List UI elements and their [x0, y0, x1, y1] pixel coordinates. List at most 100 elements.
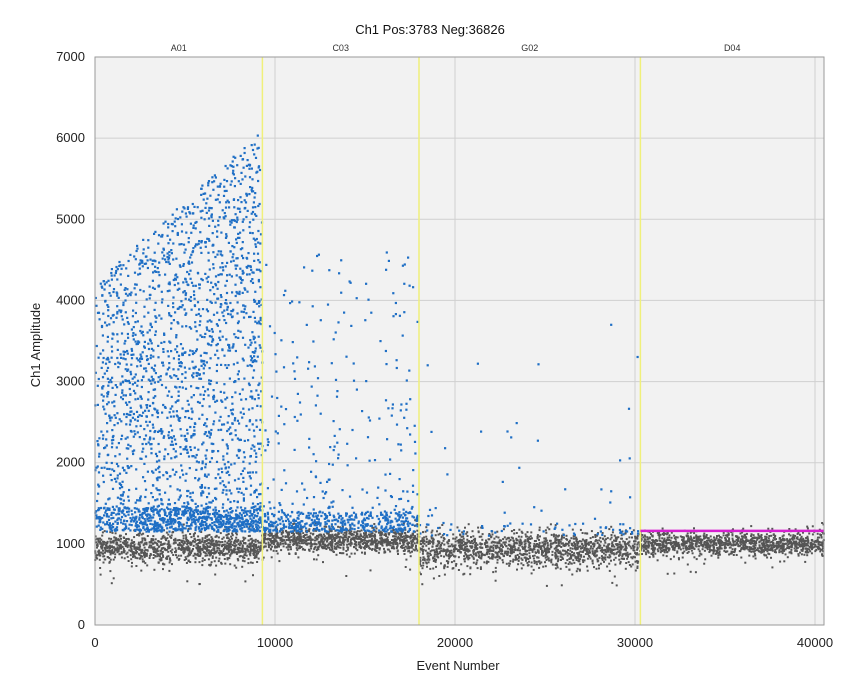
- positive-droplet-point: [198, 308, 201, 311]
- negative-droplet-point: [332, 550, 335, 553]
- negative-droplet-point: [360, 537, 363, 540]
- negative-droplet-point: [223, 547, 226, 550]
- negative-droplet-point: [530, 531, 533, 534]
- negative-droplet-point: [477, 526, 480, 529]
- negative-droplet-point: [296, 542, 299, 545]
- negative-droplet-point: [397, 532, 400, 535]
- negative-droplet-point: [479, 543, 482, 545]
- negative-droplet-point: [187, 545, 190, 548]
- negative-droplet-point: [650, 553, 653, 555]
- negative-droplet-point: [212, 542, 215, 545]
- negative-droplet-point: [800, 535, 803, 538]
- negative-droplet-point: [254, 540, 257, 543]
- negative-droplet-point: [146, 564, 149, 567]
- negative-droplet-point: [631, 557, 634, 560]
- negative-droplet-point: [463, 547, 466, 550]
- negative-droplet-point: [587, 551, 590, 554]
- negative-droplet-point: [206, 535, 209, 538]
- negative-droplet-point: [293, 533, 295, 536]
- negative-droplet-point: [471, 540, 473, 542]
- negative-droplet-point: [674, 541, 677, 544]
- negative-droplet-point: [648, 531, 651, 534]
- negative-droplet-point: [144, 551, 146, 554]
- negative-droplet-point: [273, 537, 276, 540]
- positive-droplet-point: [169, 407, 172, 410]
- negative-droplet-point: [754, 554, 757, 557]
- positive-droplet-point: [237, 370, 240, 373]
- negative-droplet-point: [666, 536, 669, 539]
- negative-droplet-point: [732, 540, 735, 543]
- positive-droplet-point: [209, 289, 212, 292]
- negative-droplet-point: [578, 551, 581, 554]
- negative-droplet-point: [228, 550, 230, 553]
- negative-droplet-point: [750, 525, 753, 528]
- positive-droplet-point: [249, 364, 252, 367]
- positive-droplet-point: [200, 521, 203, 524]
- negative-droplet-point: [609, 547, 612, 550]
- negative-droplet-point: [282, 545, 285, 548]
- negative-droplet-point: [153, 548, 156, 550]
- negative-droplet-point: [241, 540, 244, 543]
- negative-droplet-point: [700, 539, 703, 542]
- negative-droplet-point: [520, 541, 523, 544]
- negative-droplet-point: [476, 543, 479, 546]
- negative-droplet-point: [808, 545, 811, 548]
- positive-droplet-point: [200, 240, 203, 243]
- negative-droplet-point: [459, 540, 462, 543]
- negative-droplet-point: [130, 539, 133, 542]
- negative-droplet-point: [336, 542, 339, 545]
- negative-droplet-point: [117, 547, 120, 550]
- negative-droplet-point: [536, 534, 539, 537]
- negative-droplet-point: [595, 547, 598, 550]
- negative-droplet-point: [264, 542, 267, 545]
- negative-droplet-point: [395, 547, 398, 550]
- negative-droplet-point: [515, 532, 518, 534]
- negative-droplet-point: [657, 533, 660, 536]
- negative-droplet-point: [352, 536, 355, 539]
- negative-droplet-point: [495, 547, 498, 550]
- negative-droplet-point: [168, 557, 171, 560]
- positive-droplet-point: [258, 268, 261, 271]
- negative-droplet-point: [466, 535, 469, 537]
- positive-droplet-point: [124, 523, 127, 526]
- negative-droplet-point: [331, 538, 334, 541]
- negative-droplet-point: [435, 565, 437, 568]
- negative-droplet-point: [594, 555, 597, 558]
- negative-droplet-point: [256, 561, 259, 563]
- positive-droplet-point: [176, 231, 179, 235]
- positive-droplet-point: [241, 527, 244, 530]
- negative-droplet-point: [233, 551, 236, 554]
- negative-droplet-point: [752, 545, 755, 548]
- negative-droplet-point: [255, 550, 258, 553]
- negative-droplet-point: [554, 540, 557, 543]
- negative-droplet-point: [466, 545, 469, 548]
- negative-droplet-point: [419, 548, 422, 551]
- negative-droplet-point: [446, 550, 448, 553]
- positive-droplet-point: [260, 303, 263, 306]
- negative-droplet-point: [440, 549, 443, 552]
- negative-droplet-point: [182, 547, 185, 549]
- negative-droplet-point: [287, 548, 290, 551]
- negative-droplet-point: [367, 533, 370, 536]
- negative-droplet-point: [526, 561, 529, 564]
- negative-droplet-point: [632, 529, 635, 532]
- negative-droplet-point: [383, 533, 386, 536]
- negative-droplet-point: [636, 548, 639, 551]
- negative-droplet-point: [281, 542, 284, 545]
- negative-droplet-point: [659, 540, 662, 543]
- positive-droplet-point: [257, 493, 261, 496]
- negative-droplet-point: [754, 543, 757, 546]
- positive-droplet-point: [147, 409, 150, 412]
- negative-droplet-point: [596, 550, 599, 553]
- negative-droplet-point: [671, 545, 674, 548]
- negative-droplet-point: [560, 542, 563, 545]
- negative-droplet-point: [406, 542, 409, 545]
- negative-droplet-point: [500, 539, 502, 542]
- negative-droplet-point: [665, 549, 668, 552]
- negative-droplet-point: [632, 555, 635, 558]
- negative-droplet-point: [663, 537, 666, 540]
- negative-droplet-point: [632, 547, 635, 550]
- negative-droplet-point: [376, 543, 379, 546]
- negative-droplet-point: [186, 547, 189, 550]
- negative-droplet-point: [160, 537, 163, 540]
